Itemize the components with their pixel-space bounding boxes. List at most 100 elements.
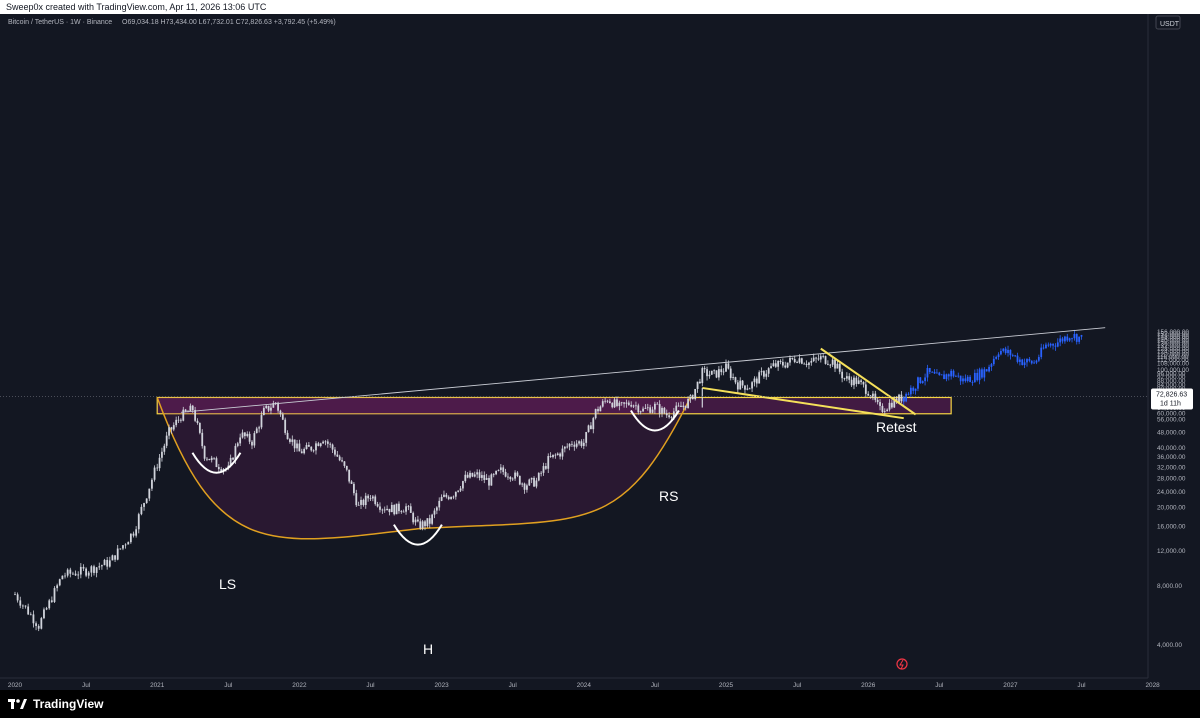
price-candle bbox=[755, 378, 758, 384]
price-candle bbox=[739, 380, 742, 390]
price-candle bbox=[260, 415, 263, 428]
price-candle bbox=[298, 443, 301, 452]
price-candle bbox=[872, 393, 874, 398]
price-candle bbox=[317, 443, 320, 446]
news-icon[interactable] bbox=[896, 658, 908, 670]
price-candle bbox=[265, 405, 268, 408]
price-candle bbox=[841, 371, 844, 379]
projection-candle bbox=[976, 372, 979, 381]
price-candle bbox=[272, 403, 275, 408]
projection-candle bbox=[931, 371, 934, 373]
price-candle bbox=[791, 357, 794, 360]
projection-candle bbox=[1016, 355, 1019, 362]
price-candle bbox=[495, 470, 498, 475]
price-candle bbox=[651, 409, 654, 413]
price-candle bbox=[360, 499, 362, 505]
price-candle bbox=[435, 507, 438, 511]
price-candle bbox=[611, 402, 614, 408]
price-candle bbox=[371, 496, 374, 499]
tradingview-logo[interactable]: TradingView bbox=[8, 695, 103, 713]
price-candle bbox=[684, 405, 687, 408]
price-candle bbox=[599, 406, 602, 412]
countdown-label: 1d 11h bbox=[1160, 401, 1181, 408]
projection-candle bbox=[964, 378, 967, 382]
y-tick-label: 128,000.00 bbox=[1157, 346, 1189, 353]
price-candle bbox=[528, 479, 531, 486]
price-candle bbox=[158, 457, 161, 469]
price-candle bbox=[860, 380, 862, 382]
price-candle bbox=[777, 360, 780, 367]
price-candle bbox=[836, 363, 839, 369]
price-candle bbox=[95, 567, 98, 573]
y-tick-label: 28,000.00 bbox=[1157, 476, 1186, 483]
price-candle bbox=[808, 362, 810, 366]
price-candle bbox=[516, 472, 519, 476]
price-candle bbox=[419, 521, 422, 529]
projection-candle bbox=[1052, 343, 1054, 346]
price-candle bbox=[523, 483, 526, 490]
projection-candle bbox=[1018, 359, 1021, 362]
price-candle bbox=[793, 359, 796, 363]
price-candle bbox=[217, 467, 220, 470]
price-candle bbox=[751, 382, 753, 389]
y-tick-label: 148,000.00 bbox=[1157, 333, 1189, 340]
price-candle bbox=[87, 572, 90, 576]
price-candle bbox=[547, 456, 550, 469]
price-candle bbox=[625, 402, 628, 404]
price-candle bbox=[812, 357, 815, 361]
currency-badge[interactable] bbox=[1155, 15, 1181, 30]
projection-candle bbox=[905, 393, 908, 402]
price-candle bbox=[239, 437, 242, 444]
price-candle bbox=[163, 445, 166, 452]
price-candle bbox=[637, 405, 640, 413]
y-tick-label: 136,000.00 bbox=[1157, 341, 1189, 348]
price-candle bbox=[722, 371, 725, 373]
y-tick-label: 12,000.00 bbox=[1157, 548, 1186, 555]
y-tick-label: 124,000.00 bbox=[1157, 349, 1189, 356]
price-candle bbox=[388, 508, 391, 513]
price-candle bbox=[253, 433, 256, 446]
price-candle bbox=[597, 409, 599, 412]
price-candle bbox=[400, 511, 403, 512]
projection-candle bbox=[933, 371, 936, 374]
price-candle bbox=[300, 451, 303, 454]
price-candle bbox=[229, 457, 232, 466]
price-candle bbox=[345, 465, 348, 470]
y-tick-label: 100,000.00 bbox=[1157, 367, 1189, 374]
price-candle bbox=[362, 499, 365, 506]
projection-candle bbox=[952, 370, 955, 377]
price-candle bbox=[234, 445, 237, 460]
price-candle bbox=[201, 432, 204, 447]
price-candle bbox=[338, 456, 341, 461]
price-candle bbox=[161, 451, 163, 458]
price-candle bbox=[177, 419, 180, 421]
price-candle bbox=[189, 405, 192, 412]
price-candle bbox=[383, 509, 386, 511]
label-ls: LS bbox=[219, 576, 236, 592]
price-candle bbox=[428, 518, 431, 524]
price-candle bbox=[90, 566, 93, 573]
price-chart[interactable]: 4,000.00 8,000.00 12,000.00 16,000.00 20,000… bbox=[0, 14, 1200, 690]
y-tick-label: 96,000.00 bbox=[1157, 370, 1186, 377]
projection-candle bbox=[969, 376, 972, 383]
projection-candle bbox=[1047, 344, 1050, 346]
projection-candle bbox=[1056, 342, 1059, 347]
price-candle bbox=[701, 368, 704, 384]
projection-candle bbox=[938, 372, 941, 376]
price-candle bbox=[203, 446, 206, 459]
price-candle bbox=[727, 363, 730, 369]
price-candle bbox=[706, 369, 708, 377]
price-candle bbox=[585, 432, 588, 443]
currency-label: USDT bbox=[1160, 21, 1180, 28]
y-tick-label: 48,000.00 bbox=[1157, 430, 1186, 437]
price-candle bbox=[483, 475, 486, 480]
price-candle bbox=[369, 498, 372, 500]
price-candle bbox=[566, 446, 569, 448]
price-candle bbox=[433, 510, 436, 515]
price-candle bbox=[632, 405, 635, 407]
price-candle bbox=[310, 446, 313, 451]
price-candle bbox=[710, 370, 713, 375]
price-candle bbox=[864, 384, 867, 394]
price-candle bbox=[843, 378, 846, 379]
price-candle bbox=[454, 491, 457, 497]
